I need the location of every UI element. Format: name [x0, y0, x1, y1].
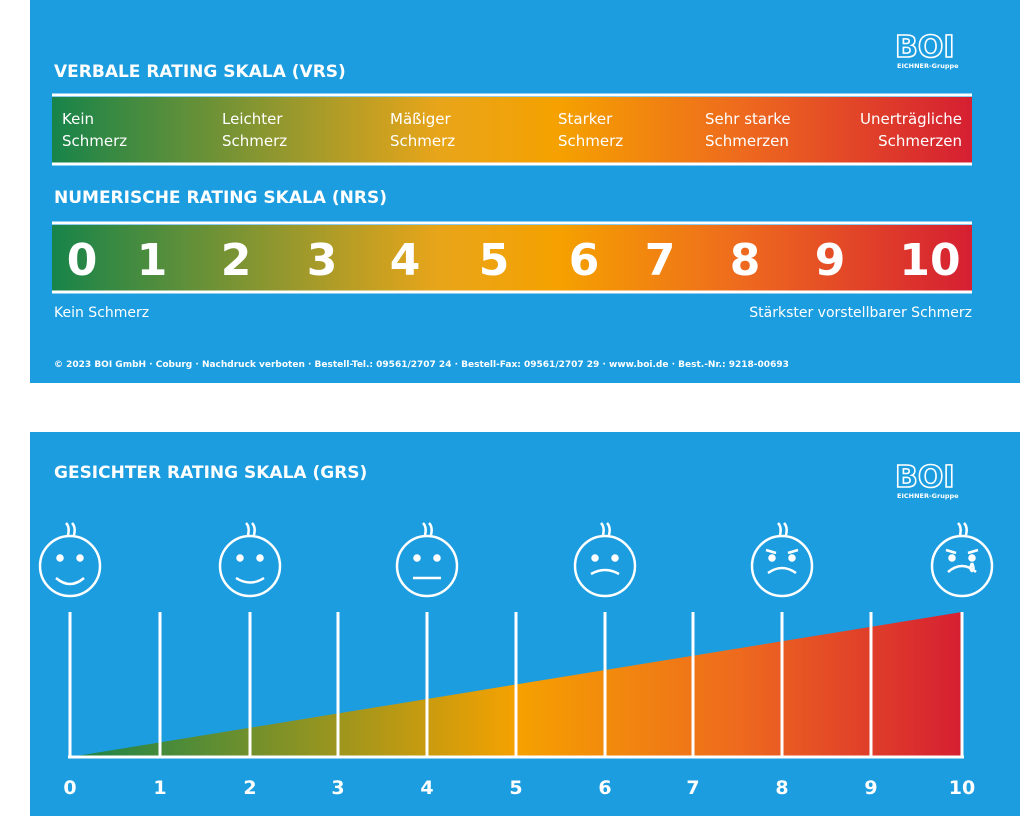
tick-label: 0 — [63, 777, 76, 799]
face — [930, 522, 994, 598]
nrs-number: 6 — [569, 235, 600, 286]
card-top — [30, 0, 1020, 383]
vrs-label: Starker — [558, 110, 613, 128]
logo: BOI — [895, 460, 955, 495]
right-label: Stärkster vorstellbarer Schmerz — [749, 305, 972, 321]
face — [395, 522, 459, 598]
vrs-label: Kein — [62, 110, 94, 128]
vrs-label: Unerträgliche — [860, 110, 962, 128]
nrs-bar — [52, 225, 972, 291]
tick-label: 8 — [775, 777, 788, 799]
nrs-number: 7 — [645, 235, 676, 286]
grs-title: GESICHTER RATING SKALA (GRS) — [54, 463, 367, 483]
tick-label: 4 — [420, 777, 433, 799]
face — [573, 522, 637, 598]
tick-label: 1 — [153, 777, 166, 799]
nrs-number: 5 — [479, 235, 510, 286]
vrs-label: Sehr starke — [705, 110, 791, 128]
nrs-number: 2 — [221, 235, 252, 286]
tick-label: 5 — [509, 777, 522, 799]
nrs-number: 9 — [815, 235, 846, 286]
footer: © 2023 BOI GmbH · Coburg · Nachdruck ver… — [54, 360, 789, 370]
logo-sub: EICHNER-Gruppe — [897, 492, 959, 500]
vrs-label: Mäßiger — [390, 110, 451, 128]
vrs-label: Schmerz — [390, 132, 455, 150]
vrs-label: Schmerz — [558, 132, 623, 150]
nrs-title: NUMERISCHE RATING SKALA (NRS) — [54, 188, 387, 208]
nrs-number: 10 — [899, 235, 960, 286]
tick-label: 10 — [949, 777, 975, 799]
vrs-bar — [52, 97, 972, 163]
vrs-label: Schmerzen — [878, 132, 962, 150]
logo-sub: EICHNER-Gruppe — [897, 62, 959, 70]
vrs-label: Schmerz — [62, 132, 127, 150]
tick-label: 2 — [243, 777, 256, 799]
nrs-number: 3 — [307, 235, 338, 286]
nrs-number: 1 — [137, 235, 168, 286]
face — [750, 522, 814, 598]
nrs-number: 4 — [390, 235, 421, 286]
tick-label: 3 — [331, 777, 344, 799]
nrs-number: 8 — [730, 235, 761, 286]
tick-label: 9 — [864, 777, 877, 799]
vrs-label: Schmerz — [222, 132, 287, 150]
left-label: Kein Schmerz — [54, 305, 149, 321]
vrs-label: Schmerzen — [705, 132, 789, 150]
face — [218, 522, 282, 598]
face — [38, 522, 102, 598]
nrs-number: 0 — [67, 235, 98, 286]
vrs-title: VERBALE RATING SKALA (VRS) — [54, 62, 346, 82]
logo: BOI — [895, 30, 955, 65]
tick-label: 7 — [686, 777, 699, 799]
vrs-label: Leichter — [222, 110, 283, 128]
tick-label: 6 — [598, 777, 611, 799]
